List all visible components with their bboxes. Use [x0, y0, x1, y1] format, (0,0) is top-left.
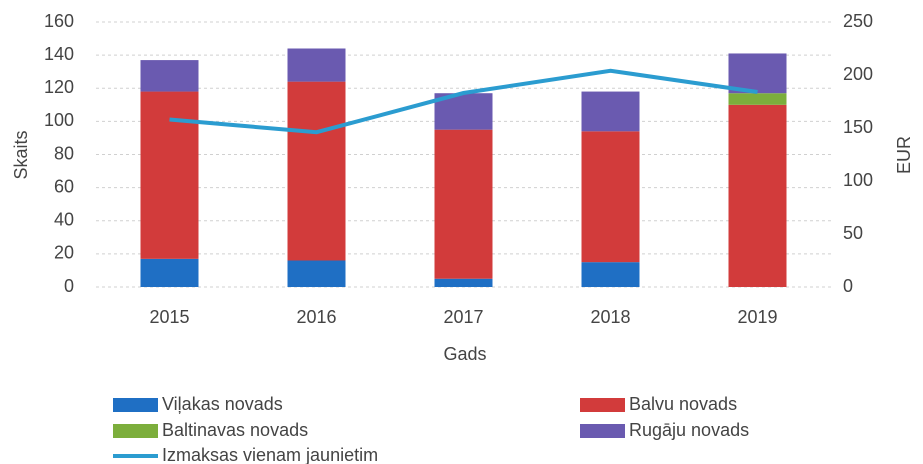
- y-tick-label: 40: [54, 210, 74, 230]
- y2-tick-label: 200: [843, 64, 873, 84]
- bar-segment: [728, 104, 787, 287]
- y-tick-label: 80: [54, 143, 74, 163]
- y-tick-label: 0: [64, 276, 74, 296]
- bar-segment: [287, 260, 346, 287]
- y-tick-label: 20: [54, 243, 74, 263]
- bar-segment: [581, 91, 640, 132]
- legend-label: Rugāju novads: [629, 420, 749, 440]
- legend-label: Balvu novads: [629, 394, 737, 414]
- y2-tick-label: 150: [843, 117, 873, 137]
- bar-segment: [434, 129, 493, 279]
- legend-swatch: [113, 398, 158, 412]
- y-tick-label: 120: [44, 77, 74, 97]
- y-tick-label: 60: [54, 176, 74, 196]
- legend-label: Viļakas novads: [162, 394, 283, 414]
- x-tick-label: 2019: [737, 307, 777, 327]
- bar-segment: [287, 81, 346, 261]
- bar-segment: [287, 48, 346, 82]
- x-tick-label: 2015: [149, 307, 189, 327]
- legend-swatch: [113, 424, 158, 438]
- legend-swatch: [580, 398, 625, 412]
- y-tick-label: 140: [44, 44, 74, 64]
- y2-tick-label: 250: [843, 11, 873, 31]
- y2-tick-label: 100: [843, 170, 873, 190]
- x-axis-title: Gads: [443, 344, 486, 364]
- legend-label: Baltinavas novads: [162, 420, 308, 440]
- bar-segment: [434, 278, 493, 287]
- x-tick-label: 2016: [296, 307, 336, 327]
- legend-label: Izmaksas vienam jaunietim: [162, 445, 378, 464]
- y-axis-title: Skaits: [11, 130, 31, 179]
- bar-segment: [728, 93, 787, 105]
- y2-tick-label: 0: [843, 276, 853, 296]
- y2-tick-label: 50: [843, 223, 863, 243]
- bar-segment: [728, 53, 787, 94]
- bar-segment: [581, 131, 640, 263]
- x-tick-label: 2017: [443, 307, 483, 327]
- y-tick-label: 100: [44, 110, 74, 130]
- y-tick-label: 160: [44, 11, 74, 31]
- bar-segment: [140, 91, 199, 259]
- y2-axis-title: EUR: [894, 136, 914, 174]
- legend-swatch: [580, 424, 625, 438]
- x-tick-label: 2018: [590, 307, 630, 327]
- bar-segment: [581, 262, 640, 287]
- line-series: [169, 68, 758, 135]
- bar-segment: [140, 258, 199, 287]
- bar-segment: [140, 60, 199, 92]
